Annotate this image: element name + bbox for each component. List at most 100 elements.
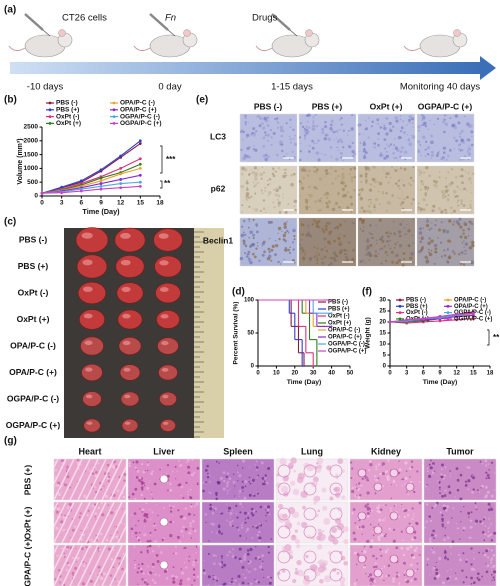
texture-dot	[245, 530, 248, 533]
texture-dot	[459, 558, 463, 562]
texture-dot	[221, 566, 224, 569]
texture-dot	[372, 146, 374, 148]
tumor-highlight	[161, 367, 169, 372]
texture-dot	[244, 576, 247, 579]
texture-dot	[462, 141, 465, 144]
texture-dot	[226, 472, 230, 475]
legend-label: PBS (-)	[328, 300, 348, 306]
texture-dot	[282, 193, 285, 196]
texture-dot	[222, 487, 226, 491]
tumor-highlight	[159, 287, 169, 293]
texture-dot	[441, 463, 444, 467]
texture-dot	[140, 541, 142, 543]
texture-dot	[417, 140, 421, 144]
texture-dot	[59, 581, 61, 584]
texture-dot	[265, 481, 269, 485]
texture-dot	[403, 561, 406, 565]
texture-dot	[424, 125, 428, 128]
texture-dot	[154, 529, 157, 531]
image-tile	[357, 113, 416, 163]
texture-dot	[385, 575, 388, 577]
x-tick-label: 10	[273, 371, 280, 377]
texture-dot	[433, 123, 435, 126]
texture-dot	[275, 244, 279, 248]
texture-dot	[358, 487, 361, 490]
texture-dot	[333, 131, 336, 133]
texture-dot	[431, 474, 433, 476]
texture-dot	[85, 546, 88, 549]
texture-dot	[411, 466, 414, 469]
x-tick-label: 30	[310, 371, 317, 377]
texture-dot	[477, 577, 480, 579]
texture-dot	[268, 513, 271, 516]
texture-dot	[138, 531, 141, 534]
ihc-column-label: OGPA/P-C (+)	[418, 101, 473, 111]
texture-dot	[110, 557, 114, 561]
texture-dot	[179, 579, 183, 583]
texture-dot	[255, 510, 257, 513]
glomerulus	[405, 525, 415, 535]
texture-dot	[249, 466, 251, 468]
texture-dot	[337, 458, 344, 465]
texture-dot	[139, 477, 142, 480]
texture-dot	[308, 169, 311, 172]
texture-dot	[447, 485, 451, 488]
texture-dot	[364, 477, 367, 480]
texture-dot	[123, 523, 126, 526]
texture-dot	[384, 550, 388, 554]
texture-dot	[348, 129, 350, 132]
x-tick-label: 12	[117, 200, 125, 207]
texture-dot	[493, 579, 496, 581]
texture-dot	[340, 123, 343, 126]
texture-dot	[212, 554, 216, 557]
texture-dot	[291, 241, 295, 244]
texture-dot	[264, 134, 267, 137]
texture-dot	[252, 148, 255, 150]
texture-dot	[257, 555, 261, 559]
texture-dot	[321, 202, 323, 204]
texture-dot	[410, 563, 413, 567]
texture-dot	[237, 480, 239, 482]
texture-dot	[467, 151, 469, 153]
texture-dot	[367, 575, 370, 578]
data-point	[79, 179, 83, 183]
texture-dot	[363, 550, 367, 554]
texture-dot	[462, 552, 465, 555]
texture-dot	[135, 476, 139, 479]
texture-dot	[94, 512, 97, 515]
texture-dot	[305, 205, 309, 209]
texture-dot	[464, 484, 468, 487]
texture-dot	[253, 185, 256, 188]
texture-dot	[220, 555, 223, 558]
texture-dot	[255, 223, 259, 227]
texture-dot	[170, 474, 172, 476]
texture-dot	[192, 554, 194, 556]
texture-dot	[352, 188, 356, 192]
texture-dot	[436, 117, 440, 120]
texture-dot	[341, 176, 345, 180]
texture-dot	[290, 173, 294, 177]
texture-dot	[365, 119, 367, 122]
texture-dot	[443, 114, 446, 117]
texture-dot	[328, 194, 331, 196]
x-tick-label: 18	[487, 371, 494, 377]
histology-column-label: Lung	[301, 446, 323, 456]
texture-dot	[439, 492, 441, 495]
texture-dot	[373, 203, 376, 207]
y-tick-label: 0	[34, 193, 38, 200]
texture-dot	[412, 179, 415, 183]
texture-dot	[326, 205, 330, 209]
texture-dot	[262, 207, 266, 211]
texture-dot	[317, 208, 321, 213]
x-axis-label: Time (Day)	[423, 379, 458, 386]
texture-dot	[468, 516, 470, 518]
texture-dot	[189, 524, 192, 528]
texture-dot	[315, 125, 319, 128]
texture-dot	[299, 142, 301, 145]
texture-dot	[330, 123, 333, 127]
texture-dot	[212, 575, 214, 577]
texture-dot	[175, 478, 177, 480]
texture-dot	[292, 488, 300, 496]
central-vein	[159, 474, 169, 484]
texture-dot	[169, 534, 173, 538]
